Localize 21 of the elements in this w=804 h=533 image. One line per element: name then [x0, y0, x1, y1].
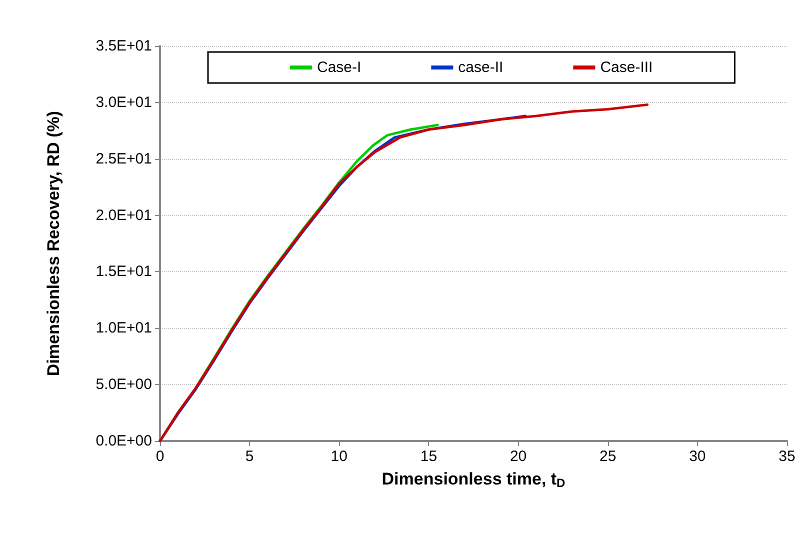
x-tick-label: 15 — [420, 448, 438, 465]
x-tick-label: 25 — [600, 448, 616, 465]
y-axis-title: Dimensionless Recovery, RD (%) — [44, 110, 63, 376]
y-tick-label: 1.0E+01 — [96, 320, 152, 337]
legend-label: Case-I — [317, 59, 362, 76]
x-tick-label: 20 — [510, 448, 527, 465]
x-tick-label: 10 — [330, 448, 348, 465]
legend-label: case-II — [458, 59, 504, 76]
y-tick-label: 2.5E+01 — [96, 150, 152, 168]
y-tick-label: 1.5E+01 — [96, 263, 152, 280]
line-series — [158, 103, 649, 442]
y-tick-label: 5.0E+00 — [96, 376, 152, 394]
x-tick-label: 5 — [245, 448, 254, 465]
y-tick-label: 0.0E+00 — [96, 432, 152, 450]
x-tick-label: 35 — [778, 448, 796, 465]
y-tick-label: 3.0E+01 — [96, 94, 152, 111]
x-tick-label: 0 — [156, 448, 164, 465]
x-tick-label: 30 — [689, 448, 706, 465]
y-tick-label: 2.0E+01 — [96, 206, 152, 224]
y-tick-label: 3.5E+01 — [96, 38, 152, 54]
legend-label: Case-III — [600, 59, 653, 76]
